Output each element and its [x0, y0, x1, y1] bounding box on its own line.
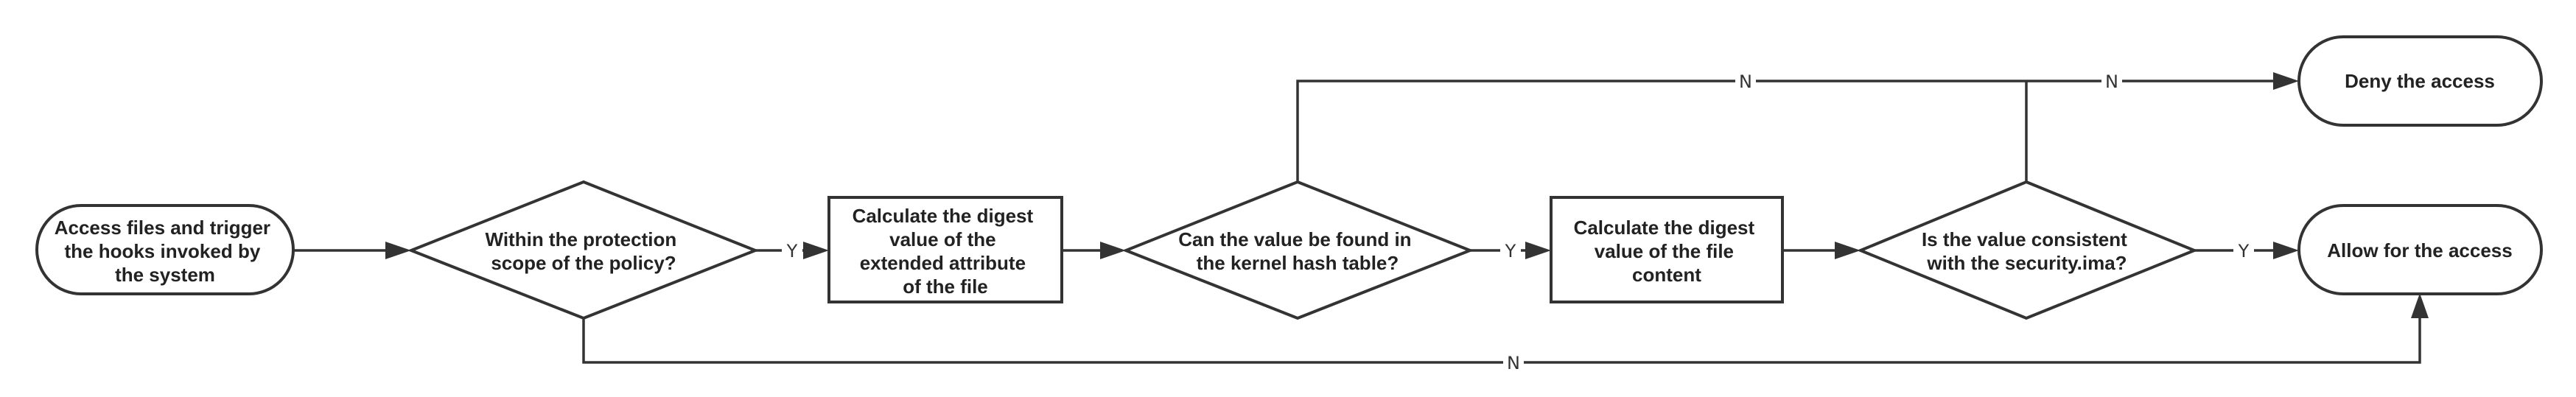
- arrowhead-allow-bottom: [2411, 293, 2429, 318]
- node-digest-xattr: Calculate the digest value of the extend…: [827, 196, 1063, 303]
- arrowhead-deny: [2273, 72, 2299, 90]
- node-hash-check: Can the value be found in the kernel has…: [1121, 180, 1474, 320]
- node-label: Calculate the digest value of the extend…: [853, 205, 1039, 298]
- process-shape: [1550, 196, 1784, 303]
- node-label: Allow for the access: [2327, 239, 2512, 261]
- arrowhead-digest-xattr: [803, 242, 829, 259]
- node-label: Deny the access: [2345, 70, 2495, 92]
- node-digest-content: Calculate the digest value of the file c…: [1550, 196, 1784, 303]
- edge-scope-check-to-allow: [582, 318, 2421, 364]
- node-start: Access files and trigger the hooks invok…: [35, 204, 295, 295]
- node-allow: Allow for the access: [2297, 204, 2543, 295]
- decision-shape: [1856, 180, 2199, 320]
- edge-label-hash-yes: Y: [1505, 241, 1516, 261]
- edges: [293, 72, 2429, 364]
- node-ima-check: Is the value consistent with the securit…: [1856, 180, 2199, 320]
- edge-hash-check-to-deny: [1296, 80, 2273, 182]
- node-scope-check: Within the protection scope of the polic…: [407, 180, 760, 320]
- decision-shape: [1121, 180, 1474, 320]
- arrowhead-allow: [2273, 242, 2299, 259]
- arrowhead-digest-content: [1525, 242, 1551, 259]
- edge-label-scope-yes: Y: [786, 241, 798, 261]
- terminal-shape: [2297, 35, 2543, 127]
- edge-label-hash-no: N: [1739, 71, 1752, 92]
- decision-shape: [407, 180, 760, 320]
- node-label: Can the value be found in the kernel has…: [1178, 228, 1417, 274]
- node-label: Within the protection scope of the polic…: [486, 228, 682, 274]
- edge-labels: Y Y Y N N N: [782, 70, 2254, 373]
- edge-label-ima-yes: Y: [2238, 241, 2250, 261]
- node-label: Calculate the digest value of the file c…: [1574, 217, 1760, 286]
- process-shape: [827, 196, 1063, 303]
- node-deny: Deny the access: [2297, 35, 2543, 127]
- terminal-shape: [2297, 204, 2543, 295]
- edge-label-scope-no: N: [1507, 353, 1520, 373]
- terminal-shape: [35, 204, 295, 295]
- arrowhead-hash-check: [1100, 242, 1126, 259]
- edge-label-ima-no: N: [2105, 71, 2118, 92]
- arrowhead-scope-check: [385, 242, 411, 259]
- arrowhead-ima-check: [1835, 242, 1861, 259]
- node-label: Is the value consistent with the securit…: [1922, 228, 2132, 274]
- node-label: Access files and trigger the hooks invok…: [55, 217, 276, 286]
